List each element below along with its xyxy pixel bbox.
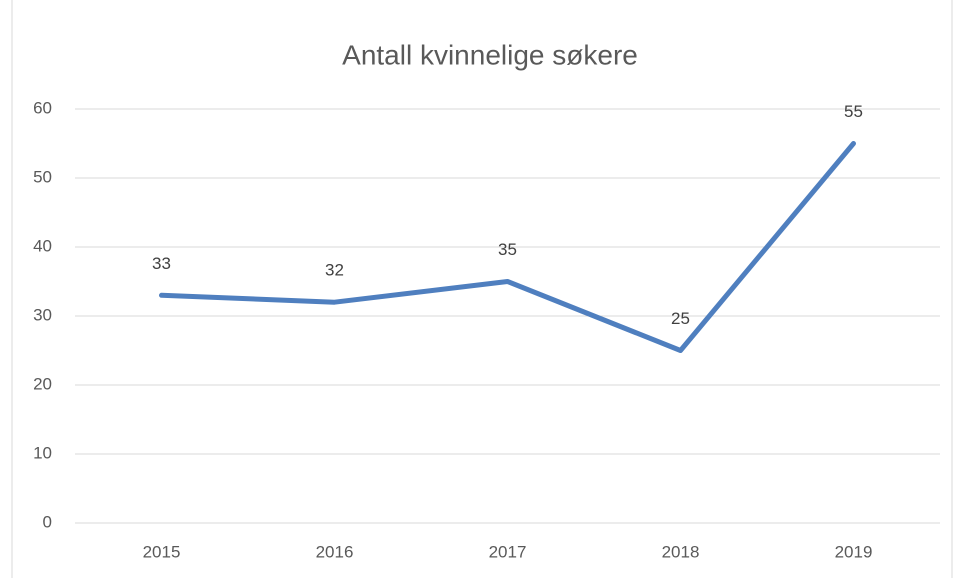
y-tick-label: 0 [43,512,52,531]
y-tick-label: 30 [33,305,52,324]
chart-border [11,0,953,578]
y-tick-label: 40 [33,236,52,255]
line [159,141,856,353]
data-label: 35 [498,240,517,259]
x-tick-label: 2018 [662,542,700,561]
chart-title: Antall kvinnelige søkere [342,39,638,70]
y-tick-label: 20 [33,374,52,393]
data-label: 32 [325,261,344,280]
x-tick-label: 2016 [316,542,354,561]
data-label: 25 [671,309,690,328]
y-tick-label: 60 [33,98,52,117]
data-label: 33 [152,254,171,273]
y-tick-label: 10 [33,443,52,462]
data-label: 55 [844,102,863,121]
x-tick-label: 2017 [489,542,527,561]
x-tick-label: 2015 [143,542,181,561]
x-tick-label: 2019 [835,542,873,561]
y-tick-label: 50 [33,167,52,186]
